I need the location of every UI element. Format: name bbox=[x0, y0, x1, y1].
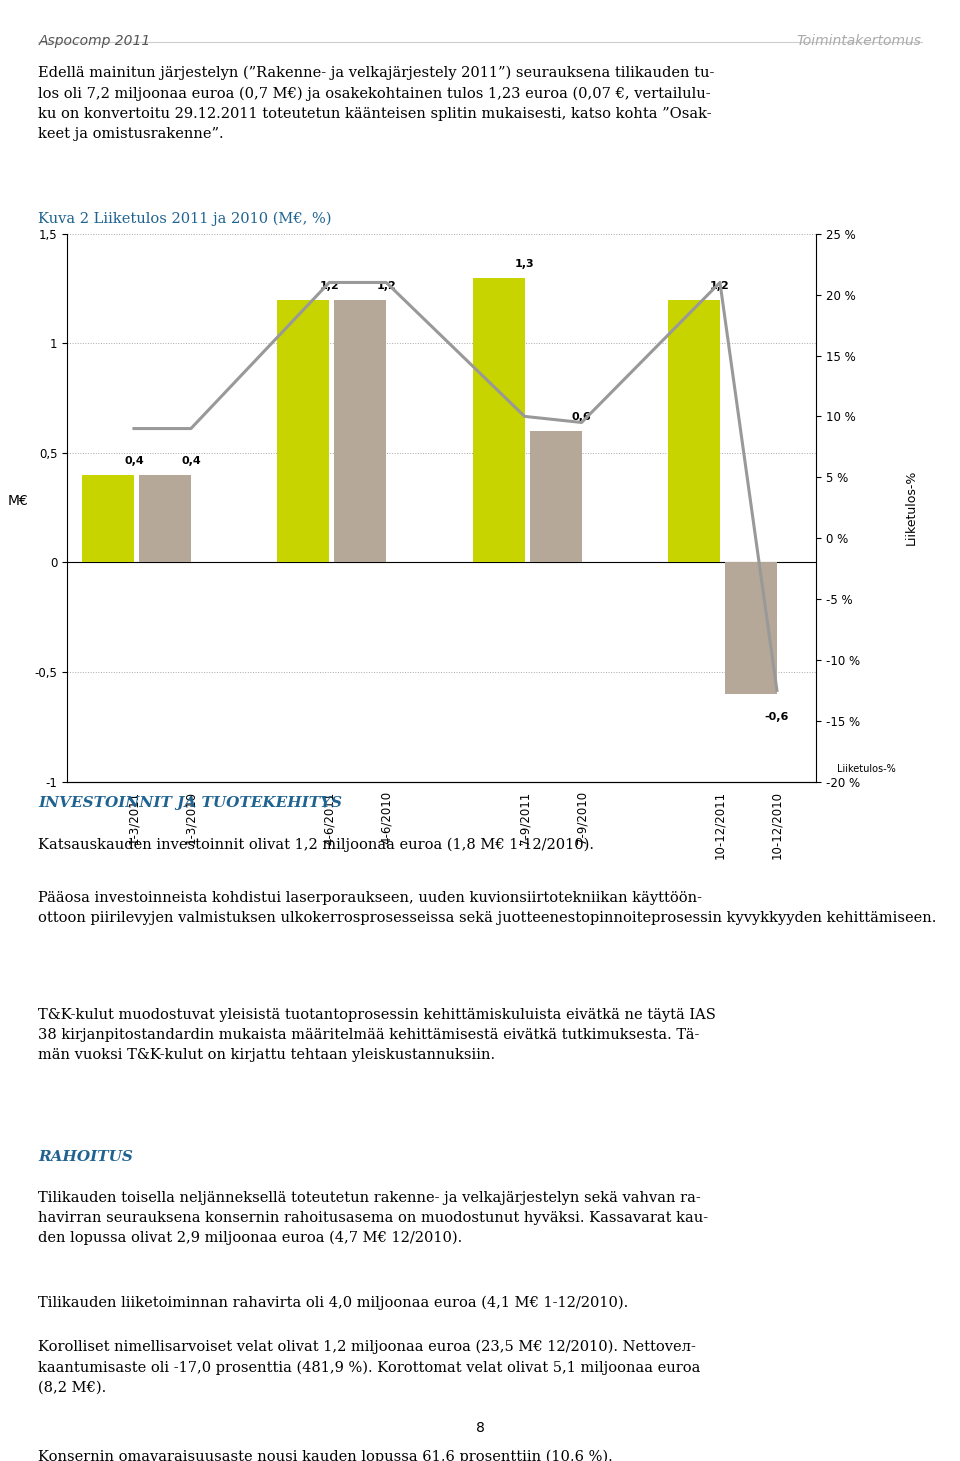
Text: Toimintakertomus: Toimintakertomus bbox=[797, 34, 922, 48]
Text: -0,6: -0,6 bbox=[765, 712, 789, 722]
Bar bbox=[82, 475, 134, 562]
Text: INVESTOINNIT JA TUOTEKEHITYS: INVESTOINNIT JA TUOTEKEHITYS bbox=[38, 796, 343, 811]
Bar bbox=[530, 431, 582, 562]
Text: Korolliset nimellisarvoiset velat olivat 1,2 miljoonaa euroa (23,5 M€ 12/2010). : Korolliset nimellisarvoiset velat olivat… bbox=[38, 1340, 701, 1395]
Y-axis label: Liiketulos-%: Liiketulos-% bbox=[904, 470, 918, 545]
Text: Konsernin omavaraisuusaste nousi kauden lopussa 61,6 prosenttiin (10,6 %).: Konsernin omavaraisuusaste nousi kauden … bbox=[38, 1449, 613, 1461]
Bar bbox=[472, 278, 524, 562]
Text: Katsauskauden investoinnit olivat 1,2 miljoonaa euroa (1,8 M€ 1-12/2010).: Katsauskauden investoinnit olivat 1,2 mi… bbox=[38, 837, 594, 852]
Bar bbox=[668, 300, 720, 562]
Bar bbox=[334, 300, 386, 562]
Text: 1,2: 1,2 bbox=[320, 281, 339, 291]
Text: 0,4: 0,4 bbox=[124, 456, 144, 466]
Bar bbox=[139, 475, 191, 562]
Text: T&K-kulut muodostuvat yleisistä tuotantoprosessin kehittämiskuluista eivätkä ne : T&K-kulut muodostuvat yleisistä tuotanto… bbox=[38, 1008, 716, 1062]
Text: RAHOITUS: RAHOITUS bbox=[38, 1150, 133, 1164]
Text: Kuva 2 Liiketulos 2011 ja 2010 (M€, %): Kuva 2 Liiketulos 2011 ja 2010 (M€, %) bbox=[38, 212, 332, 226]
Text: 8: 8 bbox=[475, 1420, 485, 1435]
Text: 1,3: 1,3 bbox=[515, 259, 535, 269]
Text: Aspocomp 2011: Aspocomp 2011 bbox=[38, 34, 151, 48]
Text: Pääosa investoinneista kohdistui laserporaukseen, uuden kuvionsiirtotekniikan kä: Pääosa investoinneista kohdistui laserpo… bbox=[38, 891, 937, 925]
Text: 0,4: 0,4 bbox=[181, 456, 201, 466]
Text: 0,6: 0,6 bbox=[572, 412, 591, 422]
Text: Tilikauden liiketoiminnan rahavirta oli 4,0 miljoonaa euroa (4,1 M€ 1-12/2010).: Tilikauden liiketoiminnan rahavirta oli … bbox=[38, 1296, 629, 1311]
Text: 1,2: 1,2 bbox=[376, 281, 396, 291]
Text: Edellä mainitun järjestelyn (”Rakenne- ja velkajärjestely 2011”) seurauksena til: Edellä mainitun järjestelyn (”Rakenne- j… bbox=[38, 66, 715, 140]
Bar bbox=[725, 562, 777, 694]
Text: Liiketulos-%: Liiketulos-% bbox=[837, 764, 896, 774]
Y-axis label: M€: M€ bbox=[8, 494, 28, 508]
Bar bbox=[277, 300, 329, 562]
Text: Tilikauden toisella neljänneksellä toteutetun rakenne- ja velkajärjestelyn sekä : Tilikauden toisella neljänneksellä toteu… bbox=[38, 1191, 708, 1245]
Text: 1,2: 1,2 bbox=[710, 281, 730, 291]
Bar bbox=[863, 655, 883, 733]
Bar bbox=[839, 655, 858, 733]
